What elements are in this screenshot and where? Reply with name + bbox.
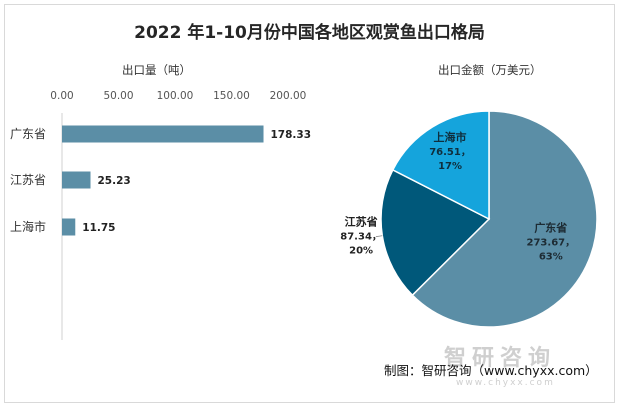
bar-x-tick-label: 200.00 [270,90,307,102]
bar-value-label: 11.75 [82,222,115,234]
credit-text: 制图：智研咨询（www.chyxx.com） [384,363,598,378]
pie-leader-line [375,235,383,238]
pie-chart-title: 出口金额（万美元） [438,63,542,77]
pie-slice-percent-label: 17% [438,161,462,172]
pie-slice-name-label: 上海市 [434,130,467,144]
chart-title: 2022 年1-10月份中国各地区观赏鱼出口格局 [134,23,485,43]
bar-x-tick-label: 50.00 [103,90,133,102]
pie-slice [411,110,598,328]
bar-value-label: 25.23 [98,175,131,187]
pie-slice [391,110,490,221]
bar [62,171,91,189]
pie-slice-percent-label: 63% [539,252,563,263]
bar-x-tick-label: 0.00 [50,90,73,102]
watermark-logo: 智研咨询 [444,346,557,371]
bar [62,218,76,236]
pie-slice-value-label: 76.51， [429,147,471,158]
pie-slice-value-label: 273.67， [527,238,576,249]
pie-slice-name-label: 江苏省 [345,215,378,229]
bar-category-label: 上海市 [10,219,46,234]
bar [62,125,264,143]
bar-chart-title: 出口量（吨） [122,63,191,77]
watermark-url: www.chyxx.com [456,378,555,388]
bar-x-tick-label: 150.00 [213,90,250,102]
bar-category-label: 广东省 [10,127,46,141]
bar-x-tick-label: 100.00 [157,90,194,102]
pie-slice-name-label: 广东省 [534,221,567,235]
pie-slice-value-label: 87.34， [340,232,382,243]
bar-category-label: 江苏省 [10,173,46,187]
bar-value-label: 178.33 [271,129,312,141]
pie-slice-percent-label: 20% [349,246,373,257]
